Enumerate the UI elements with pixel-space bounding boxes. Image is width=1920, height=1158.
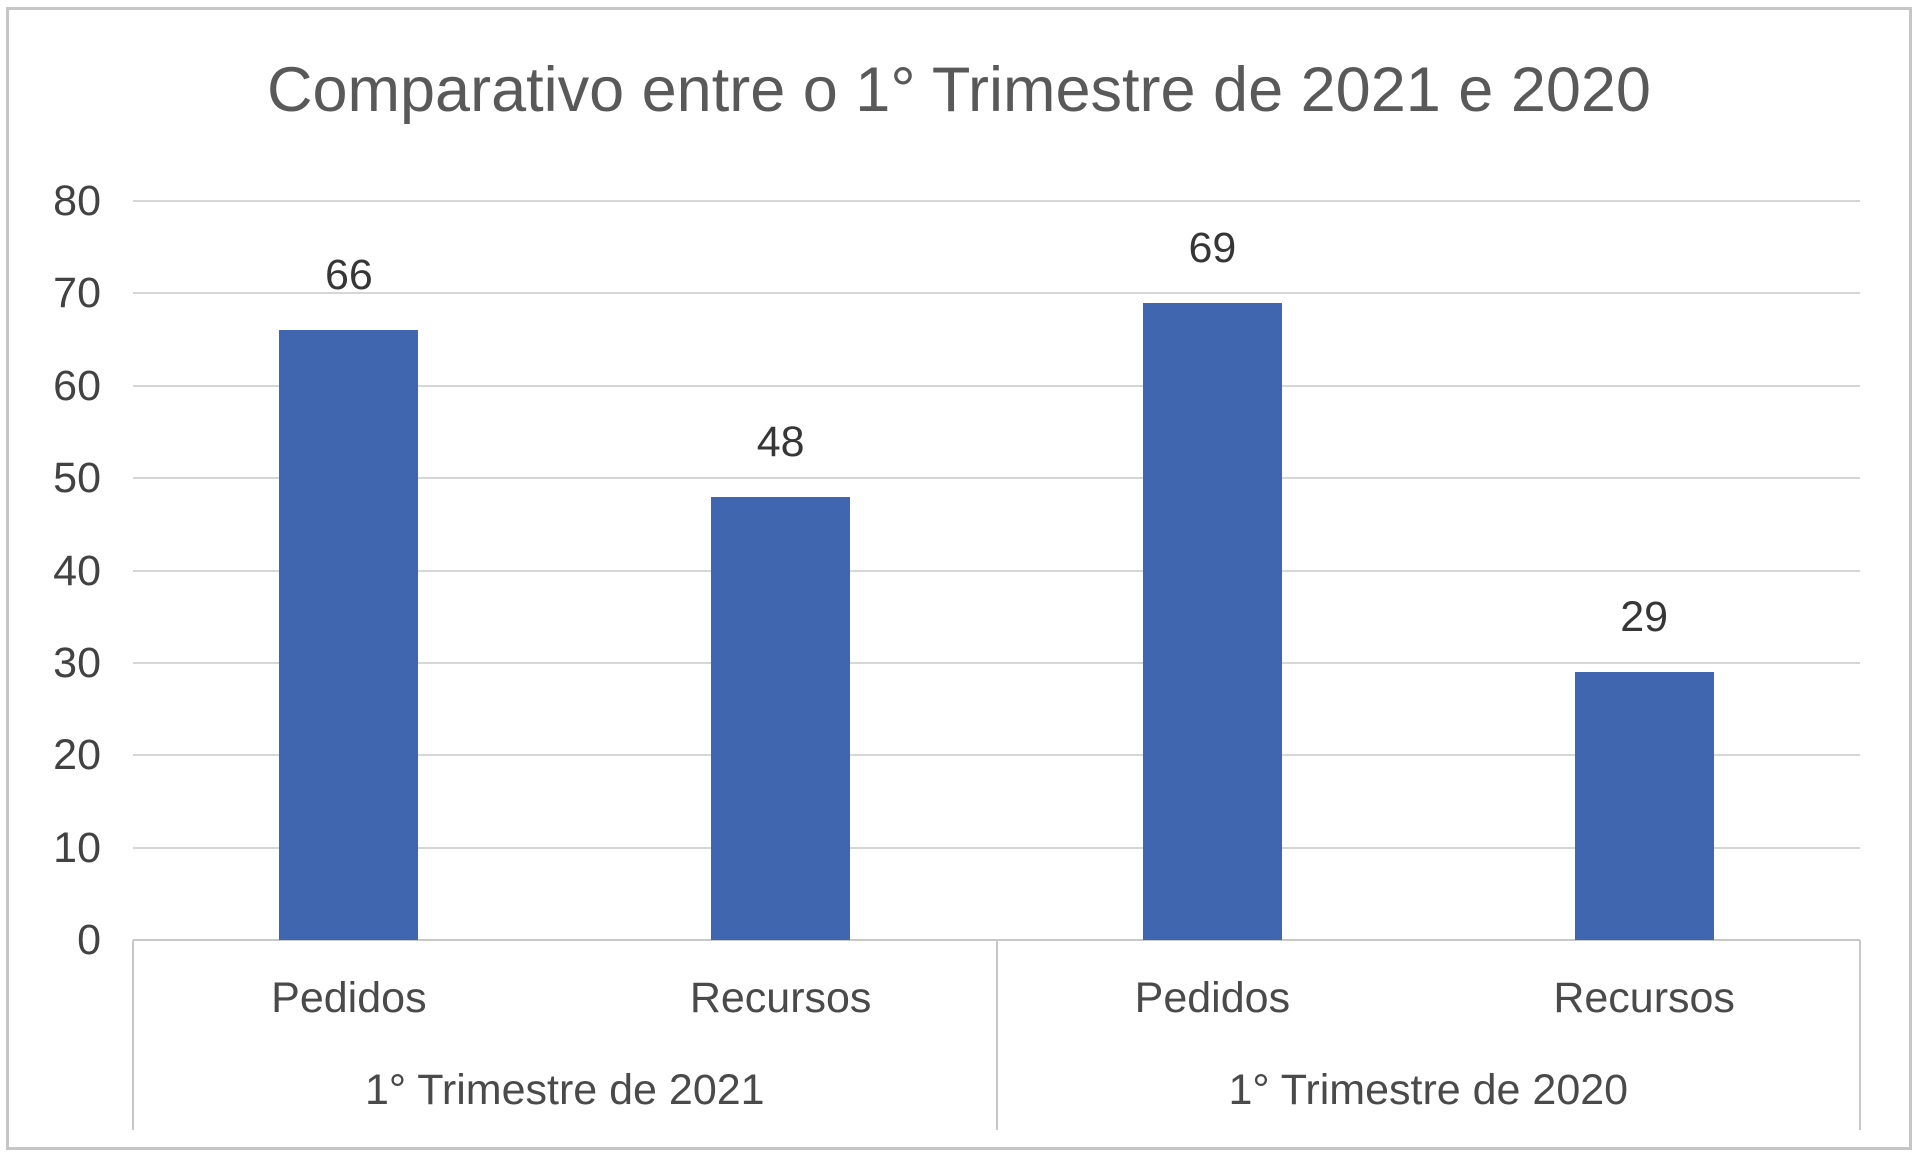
y-axis-tick-label: 0 [77,916,101,964]
category-separator [1859,940,1861,1130]
category-label: Pedidos [1134,974,1291,1022]
bar [1142,302,1282,940]
gridline [133,754,1860,757]
category-label: Pedidos [271,974,427,1022]
gridline [133,661,1860,664]
bar-value-label: 29 [1620,593,1669,642]
bar [279,330,419,940]
gridline [133,384,1860,387]
gridline [133,200,1860,202]
category-label: Recursos [1553,974,1735,1022]
category-separator [995,940,998,1130]
category-label: Recursos [689,974,872,1022]
y-axis-tick-label: 40 [53,546,101,595]
bar [711,496,851,940]
gridline [133,477,1860,480]
y-axis-tick-label: 30 [53,638,101,687]
group-label: 1° Trimestre de 2021 [364,1066,765,1114]
gridline [133,846,1860,849]
bar-value-label: 69 [1188,223,1237,272]
gridline [133,292,1860,295]
gridline [133,569,1860,572]
bar-value-label: 66 [324,251,373,300]
y-axis-tick-label: 80 [53,177,101,225]
y-axis-tick-label: 60 [53,361,101,410]
group-label: 1° Trimestre de 2020 [1228,1066,1629,1114]
bar-value-label: 48 [756,417,805,466]
y-axis-tick-label: 20 [53,731,101,780]
y-axis-tick-label: 70 [53,269,101,318]
category-separator [132,940,134,1130]
chart-title: Comparativo entre o 1° Trimestre de 2021… [267,55,1651,125]
chart-frame: Comparativo entre o 1° Trimestre de 2021… [6,7,1912,1150]
y-axis-tick-label: 50 [53,454,101,503]
bar [1574,672,1714,940]
y-axis-tick-label: 10 [53,823,101,872]
